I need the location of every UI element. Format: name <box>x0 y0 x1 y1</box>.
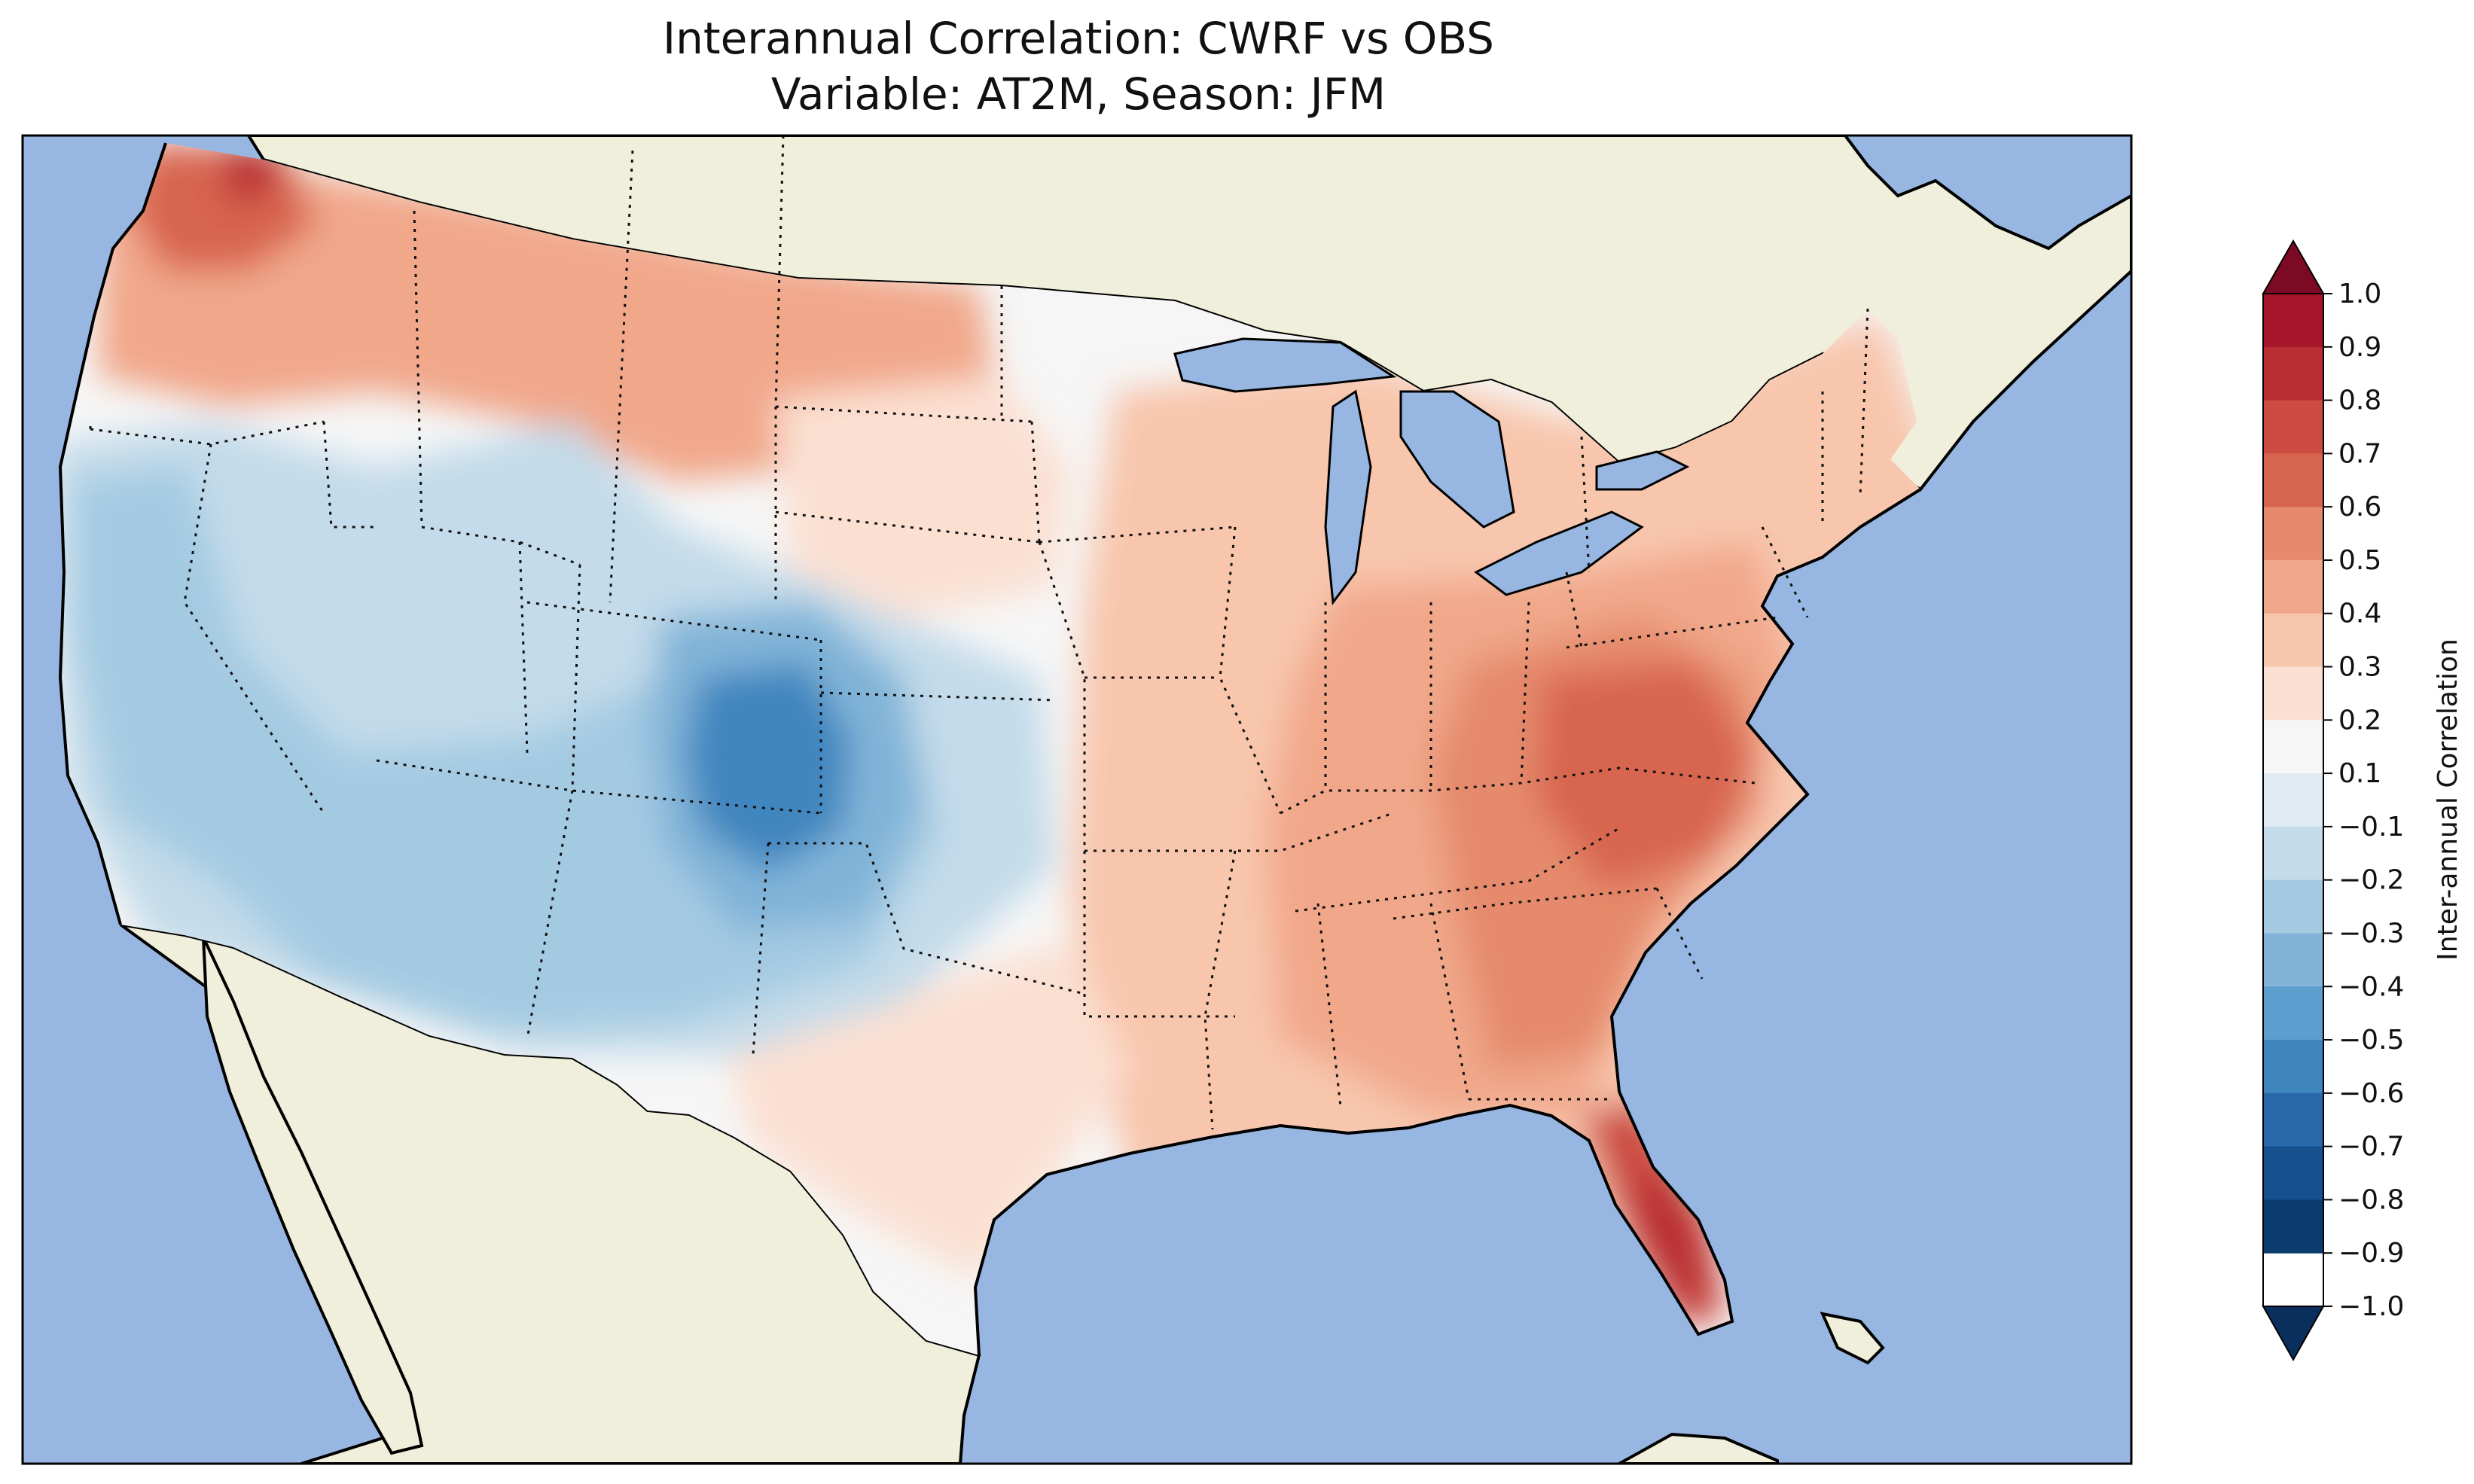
colorbar-tick-label: −0.1 <box>2338 812 2404 843</box>
colorbar-bin <box>2263 1040 2323 1094</box>
colorbar-tick-label: 0.3 <box>2338 652 2381 683</box>
cuba-island <box>1820 1312 1885 1365</box>
colorbar-ticks: 1.0 0.9 0.8 0.7 0.6 0.5 0.4 0.3 0.2 0.1 −0.1 −0.2 −0… <box>2323 279 2404 1322</box>
colorbar-tick-label: −0.3 <box>2338 918 2404 949</box>
colorbar-extend-max <box>2262 239 2325 294</box>
colorbar-frame <box>2262 293 2324 1307</box>
colorbar-tick-label: 0.6 <box>2338 492 2381 523</box>
colorbar-tick-label: 0.4 <box>2338 599 2381 629</box>
colorbar-bin <box>2263 773 2323 827</box>
colorbar-tick-label: 0.7 <box>2338 438 2381 469</box>
colorbar-bin <box>2263 879 2323 934</box>
colorbar-bin <box>2263 826 2323 881</box>
colorbar-bin <box>2263 1199 2323 1254</box>
colorbar-bin <box>2263 294 2323 348</box>
chart-title: Interannual Correlation: CWRF vs OBS <box>662 13 1494 64</box>
field-northwest <box>98 143 1002 482</box>
colorbar-tick-label: −0.7 <box>2338 1132 2404 1163</box>
colorbar-bins <box>2263 294 2323 1254</box>
colorbar-tick-label: 0.1 <box>2338 758 2381 789</box>
colorbar-tick-label: −0.5 <box>2338 1025 2404 1056</box>
field-colorado-core <box>685 663 851 873</box>
field-plains-light <box>776 376 1069 617</box>
state-boundaries <box>89 136 1869 1130</box>
colorbar-bin <box>2263 933 2323 987</box>
colorbar-tick-label: −0.9 <box>2338 1238 2404 1269</box>
colorbar-tick-label: 0.8 <box>2338 385 2381 416</box>
colorbar-bin <box>2263 559 2323 614</box>
field-carolinas <box>1536 663 1755 888</box>
baja-peninsula <box>202 937 424 1455</box>
us-coastline <box>58 142 1922 1356</box>
colorbar-tick-label: 1.0 <box>2338 279 2381 309</box>
map-frame <box>21 134 2133 1465</box>
colorbar-bin <box>2263 666 2323 721</box>
colorbar-tick-label: −0.2 <box>2338 865 2404 896</box>
colorbar-bin <box>2263 1146 2323 1200</box>
colorbar-extend-min <box>2262 1306 2325 1362</box>
yucatan-land <box>1615 1432 1779 1464</box>
colorbar-bin <box>2263 613 2323 668</box>
colorbar-bin <box>2263 346 2323 401</box>
colorbar-bin <box>2263 400 2323 454</box>
colorbar-tick-label: −0.8 <box>2338 1184 2404 1215</box>
great-lakes <box>1173 337 1690 605</box>
colorbar-tick-label: −0.6 <box>2338 1078 2404 1109</box>
colorbar-tick-label: −0.4 <box>2338 971 2404 1002</box>
colorbar-bin <box>2263 720 2323 774</box>
colorbar-bin <box>2263 986 2323 1041</box>
colorbar-tick-label: 0.9 <box>2338 332 2381 363</box>
colorbar-tick-label: −1.0 <box>2338 1291 2404 1322</box>
colorbar-label: Inter-annual Correlation <box>2433 638 2463 961</box>
colorbar-bin <box>2263 453 2323 507</box>
colorbar-tick-label: 0.2 <box>2338 705 2381 736</box>
field-florida-core <box>1634 1175 1710 1310</box>
colorbar-bin <box>2263 507 2323 561</box>
chart-subtitle: Variable: AT2M, Season: JFM <box>770 69 1386 120</box>
colorbar-tick-label: 0.5 <box>2338 545 2381 576</box>
colorbar-bin <box>2263 1092 2323 1147</box>
